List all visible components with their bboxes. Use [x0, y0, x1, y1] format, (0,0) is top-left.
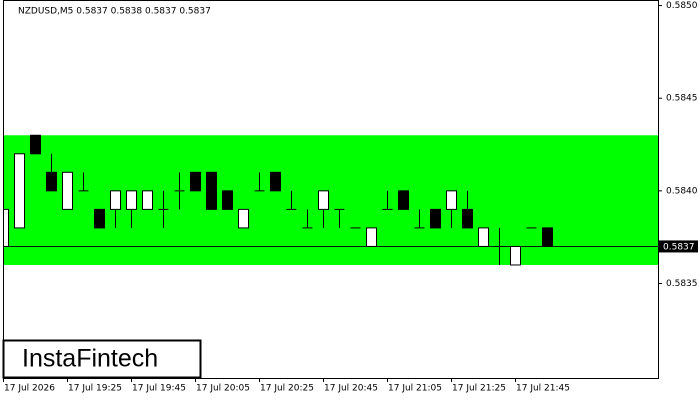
candle-body: [110, 190, 121, 210]
candle-body: [398, 190, 409, 210]
candle-body: [3, 208, 9, 247]
candle-body: [238, 208, 249, 229]
x-tick-label: 17 Jul 19:45: [132, 384, 186, 394]
x-tick-label: 17 Jul 20:05: [196, 384, 250, 394]
y-tick-label: 0.5840: [666, 186, 698, 196]
candle-body: [446, 190, 457, 210]
x-tick-label: 17 Jul 21:45: [516, 384, 570, 394]
candle-body: [206, 171, 217, 210]
candle-body: [510, 245, 521, 266]
chart-title: NZDUSD,M5 0.5837 0.5838 0.5837 0.5837: [18, 7, 211, 17]
logo: InstaFintech: [22, 345, 158, 373]
x-tick-label: 17 Jul 21:05: [388, 384, 442, 394]
candle-body: [318, 190, 329, 210]
candle-body: [478, 227, 489, 247]
candle-body: [46, 171, 57, 192]
candle-body: [14, 153, 25, 229]
x-tick-label: 17 Jul 19:25: [68, 384, 122, 394]
last-price-label: 0.5837: [663, 242, 695, 252]
pattern-band: [3, 135, 658, 265]
x-tick-label: 17 Jul 2026: [4, 384, 55, 394]
x-tick-label: 17 Jul 20:45: [324, 384, 378, 394]
candle-body: [222, 190, 233, 210]
candle-body: [30, 134, 41, 155]
candle-body: [462, 208, 473, 229]
candle-body: [366, 227, 377, 247]
plot-area: [3, 134, 658, 266]
y-tick-label: 0.5845: [666, 94, 698, 104]
x-tick-label: 17 Jul 20:25: [260, 384, 314, 394]
candle-body: [142, 190, 153, 210]
x-tick-label: 17 Jul 21:25: [452, 384, 506, 394]
plot-frame: [3, 0, 659, 379]
candle-body: [94, 208, 105, 229]
candle-body: [126, 190, 137, 210]
logo-box: [2, 339, 202, 379]
candle-body: [430, 208, 441, 229]
y-tick-label: 0.5835: [666, 279, 698, 289]
y-tick-label: 0.5850: [666, 1, 698, 11]
candle-body: [270, 171, 281, 192]
candle-body: [542, 227, 553, 247]
last-price-box: [658, 240, 698, 253]
candle-body: [62, 171, 73, 210]
candle-body: [190, 171, 201, 192]
